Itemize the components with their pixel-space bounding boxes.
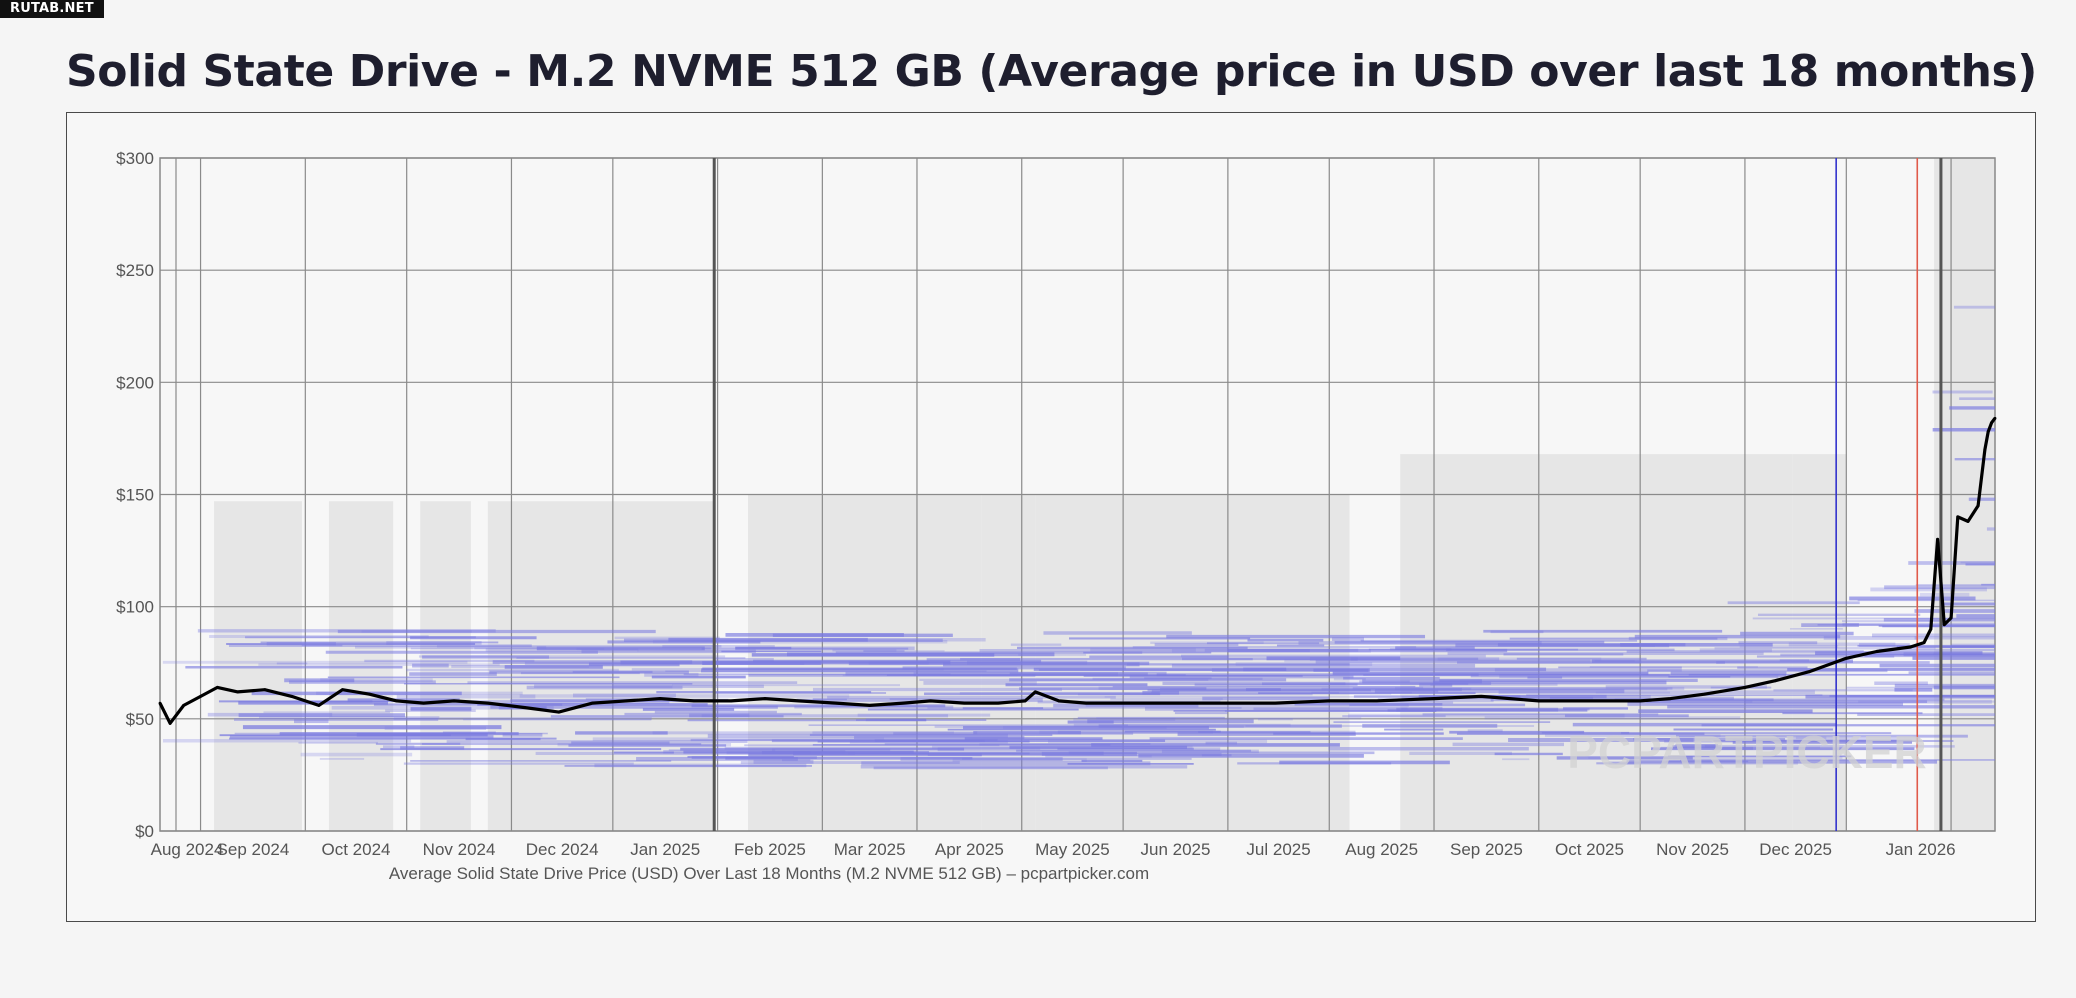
average-price-point bbox=[868, 703, 872, 707]
average-price-point bbox=[236, 690, 240, 694]
plot-border bbox=[159, 157, 1996, 832]
average-price-point bbox=[1990, 421, 1994, 425]
x-tick-label: Jun 2025 bbox=[1141, 840, 1211, 859]
average-price-point bbox=[902, 701, 905, 705]
y-tick-label: $250 bbox=[116, 261, 154, 280]
average-price-point bbox=[1773, 679, 1777, 683]
price-chart: PCPARTPICKER $0 $50 $100 $150 $200 $250 $300 A… bbox=[116, 149, 1997, 883]
average-price-point bbox=[1922, 641, 1926, 644]
x-tick-label: Aug 2024 bbox=[151, 840, 224, 859]
x-tick-label: Feb 2025 bbox=[734, 840, 806, 859]
average-price-point bbox=[168, 721, 172, 725]
average-price-point bbox=[624, 699, 628, 703]
page-title: Solid State Drive - M.2 NVME 512 GB (Ave… bbox=[66, 46, 2037, 97]
x-tick-label: May 2025 bbox=[1035, 840, 1110, 859]
average-price-point bbox=[797, 699, 801, 703]
average-price-point bbox=[1669, 697, 1672, 701]
average-price-point bbox=[1949, 616, 1953, 620]
average-price-point bbox=[1023, 699, 1027, 703]
average-price-point bbox=[1844, 656, 1848, 660]
average-price-point bbox=[557, 710, 561, 714]
average-price-point bbox=[263, 688, 267, 692]
average-price-point bbox=[523, 706, 527, 710]
average-price-point bbox=[1479, 695, 1483, 698]
x-tick-label: Dec 2025 bbox=[1759, 840, 1832, 859]
average-price-point bbox=[763, 697, 767, 701]
average-price-point bbox=[929, 699, 932, 703]
average-price-point bbox=[317, 703, 321, 707]
average-price-point bbox=[1273, 701, 1277, 705]
average-price-point bbox=[1375, 699, 1378, 703]
average-price-point bbox=[486, 701, 490, 705]
average-price-point bbox=[591, 701, 594, 705]
site-badge: RUTAB.NET bbox=[0, 0, 104, 18]
average-price-point bbox=[1057, 699, 1061, 703]
average-price-point bbox=[1743, 686, 1747, 689]
average-price-point bbox=[368, 692, 371, 696]
average-price-point bbox=[962, 701, 966, 705]
average-price-point bbox=[996, 701, 1000, 705]
average-price-point bbox=[1929, 627, 1933, 631]
x-tick-label: Aug 2025 bbox=[1345, 840, 1418, 859]
x-tick-label: Jan 2025 bbox=[630, 840, 700, 859]
x-tick-label: Mar 2025 bbox=[834, 840, 906, 859]
average-price-point bbox=[341, 688, 344, 692]
average-price-point bbox=[1033, 690, 1037, 694]
average-price-point bbox=[1909, 645, 1912, 649]
average-price-point bbox=[452, 699, 456, 703]
x-axis-label: Average Solid State Drive Price (USD) Ov… bbox=[389, 864, 1149, 883]
y-tick-label: $300 bbox=[116, 149, 154, 168]
chart-watermark: PCPARTPICKER bbox=[1567, 726, 1927, 778]
x-tick-label: Sep 2024 bbox=[217, 840, 290, 859]
x-tick-label: Sep 2025 bbox=[1450, 840, 1523, 859]
y-tick-label: $100 bbox=[116, 598, 154, 617]
x-tick-label: Dec 2024 bbox=[526, 840, 599, 859]
average-price-point bbox=[1432, 697, 1436, 701]
average-price-point bbox=[1084, 701, 1088, 705]
average-price-point bbox=[1638, 699, 1642, 703]
average-price-point bbox=[290, 695, 294, 698]
average-price-point bbox=[216, 686, 219, 689]
x-tick-label: Nov 2025 bbox=[1656, 840, 1729, 859]
average-price-point bbox=[199, 695, 202, 698]
x-tick-label: Oct 2024 bbox=[322, 840, 391, 859]
average-price-point bbox=[422, 701, 425, 705]
average-price-point bbox=[1702, 692, 1706, 696]
average-price-point bbox=[1584, 699, 1588, 703]
average-price-point bbox=[834, 701, 838, 705]
average-price-point bbox=[692, 699, 696, 703]
x-tick-label: Nov 2024 bbox=[423, 840, 496, 859]
average-price-point bbox=[1226, 701, 1230, 705]
average-price-point bbox=[1807, 670, 1811, 674]
chart-frame: PCPARTPICKER $0 $50 $100 $150 $200 $250 $300 A… bbox=[66, 112, 2036, 922]
price-range-band bbox=[1792, 454, 1847, 831]
average-price-point bbox=[729, 699, 733, 703]
x-tick-label: Jul 2025 bbox=[1246, 840, 1310, 859]
x-tick-label: Oct 2025 bbox=[1555, 840, 1624, 859]
average-price-point bbox=[158, 701, 162, 705]
average-price-point bbox=[1875, 650, 1879, 653]
average-price-point bbox=[1956, 515, 1960, 519]
average-price-point bbox=[1976, 504, 1980, 508]
average-price-point bbox=[1936, 537, 1939, 541]
y-tick-label: $150 bbox=[116, 486, 154, 505]
average-price-point bbox=[1942, 623, 1946, 627]
average-price-point bbox=[1169, 701, 1172, 705]
y-tick-label: $50 bbox=[126, 710, 154, 729]
average-price-point bbox=[1327, 699, 1331, 703]
average-price-point bbox=[1993, 416, 1997, 420]
y-tick-label: $200 bbox=[116, 373, 154, 392]
average-price-point bbox=[1983, 448, 1987, 452]
average-price-point bbox=[182, 703, 186, 707]
average-price-point bbox=[1966, 520, 1970, 523]
x-tick-label: Jan 2026 bbox=[1886, 840, 1956, 859]
average-price-point bbox=[658, 697, 662, 701]
average-price-point bbox=[1121, 701, 1125, 705]
y-tick-label: $0 bbox=[135, 822, 154, 841]
average-price-point bbox=[1537, 699, 1541, 703]
average-price-point bbox=[395, 699, 398, 703]
x-tick-label: Apr 2025 bbox=[935, 840, 1004, 859]
average-price-point bbox=[1986, 430, 1990, 434]
